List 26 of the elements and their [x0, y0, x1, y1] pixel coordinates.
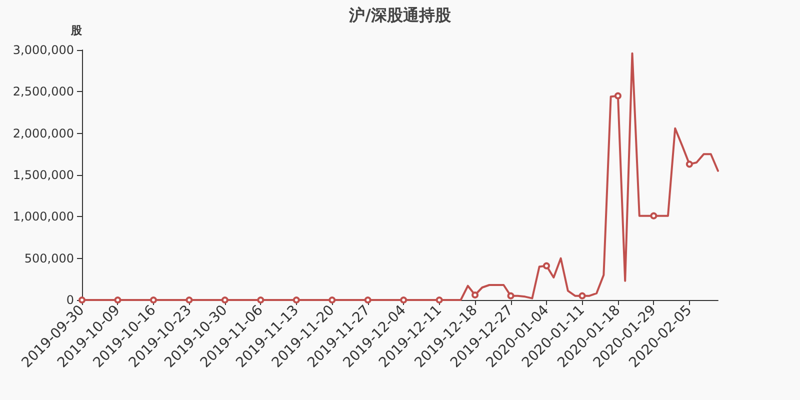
- point: [292, 296, 300, 304]
- point: [257, 296, 264, 304]
- point: [614, 92, 622, 100]
- point: [543, 262, 550, 270]
- point: [436, 296, 443, 304]
- point: [364, 296, 372, 304]
- point: [400, 296, 408, 304]
- point: [578, 292, 586, 300]
- point: [186, 296, 193, 304]
- y-axis-title: 股: [70, 24, 83, 37]
- y-tick-label: 0: [66, 293, 74, 307]
- y-tick-label: 1,500,000: [12, 168, 74, 182]
- point: [650, 212, 658, 220]
- y-tick-label: 1,000,000: [12, 210, 74, 224]
- point: [686, 160, 693, 168]
- y-tick-label: 2,000,000: [12, 126, 74, 140]
- point: [472, 292, 479, 298]
- chart-title: 沪/深股通持股: [348, 6, 452, 24]
- point: [150, 296, 157, 304]
- y-tick-label: 500,000: [24, 251, 74, 266]
- point: [328, 296, 336, 304]
- point: [507, 292, 514, 300]
- y-tick-label: 3,000,000: [12, 43, 74, 57]
- point: [221, 296, 228, 304]
- point: [114, 296, 122, 304]
- y-tick-label: 2,500,000: [12, 84, 74, 99]
